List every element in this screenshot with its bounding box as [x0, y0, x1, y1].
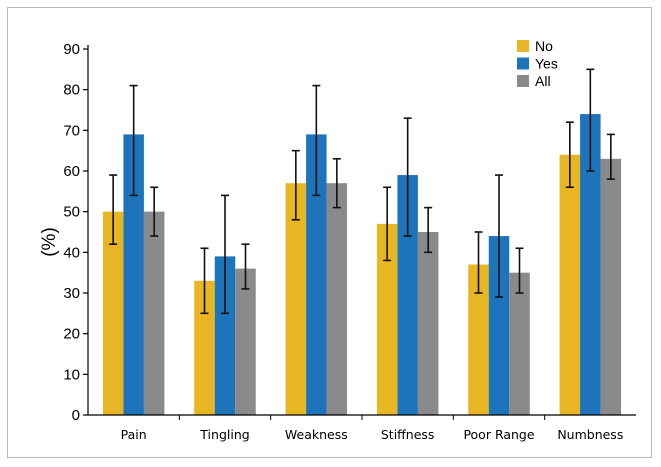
bar-numbness-yes: [580, 114, 601, 416]
bar-numbness-no: [559, 154, 581, 415]
y-tick-label-0: 0: [72, 407, 80, 424]
bar-poor-range-all: [509, 272, 530, 415]
bar-pain-no: [102, 211, 124, 415]
y-axis-label: (%): [39, 227, 60, 257]
bar-poor-range-yes: [488, 236, 510, 415]
bar-weakness-no: [285, 183, 307, 415]
legend-swatch-all: [517, 75, 529, 87]
y-tick-label-80: 80: [63, 82, 80, 99]
bar-poor-range-no: [468, 264, 489, 415]
y-tick-label-40: 40: [63, 244, 80, 261]
y-tick-label-90: 90: [63, 41, 80, 58]
x-tick-label-tingling: Tingling: [199, 427, 249, 442]
x-tick-label-numbness: Numbness: [557, 427, 623, 442]
x-tick-label-pain: Pain: [121, 427, 147, 442]
bar-stiffness-yes: [397, 175, 418, 415]
bar-tingling-all: [235, 268, 256, 415]
legend-label-all: All: [535, 73, 551, 89]
axes-layer: Pain Tingling Weakness Stiffness Poor Range N…: [63, 41, 636, 442]
bar-stiffness-no: [376, 223, 398, 415]
error-bars-layer: [109, 68, 615, 315]
bar-numbness-all: [600, 158, 622, 416]
y-tick-label-60: 60: [63, 163, 80, 180]
chart-frame: (%) Pain Tingling Weakness Stiffness Poor Ra…: [7, 7, 652, 458]
legend-swatch-yes: [517, 57, 529, 70]
bar-weakness-yes: [306, 134, 327, 415]
x-tick-label-poor-range: Poor Range: [463, 427, 534, 442]
bar-tingling-no: [194, 280, 215, 415]
bars-layer: [102, 114, 622, 416]
bar-chart: (%) Pain Tingling Weakness Stiffness Poor Ra…: [39, 38, 636, 442]
x-tick-label-stiffness: Stiffness: [381, 427, 435, 442]
bar-pain-all: [143, 211, 165, 415]
y-tick-label-10: 10: [63, 366, 80, 383]
bar-weakness-all: [326, 183, 348, 415]
y-tick-label-70: 70: [63, 122, 80, 139]
x-tick-label-weakness: Weakness: [285, 427, 348, 442]
bar-stiffness-all: [417, 232, 439, 415]
legend-label-yes: Yes: [535, 56, 558, 72]
legend-label-no: No: [535, 38, 553, 54]
legend-swatch-no: [517, 40, 529, 52]
y-tick-label-20: 20: [63, 326, 80, 343]
y-tick-label-50: 50: [63, 204, 80, 221]
y-tick-label-30: 30: [63, 285, 80, 302]
bar-pain-yes: [123, 134, 144, 415]
bar-tingling-yes: [214, 256, 236, 415]
